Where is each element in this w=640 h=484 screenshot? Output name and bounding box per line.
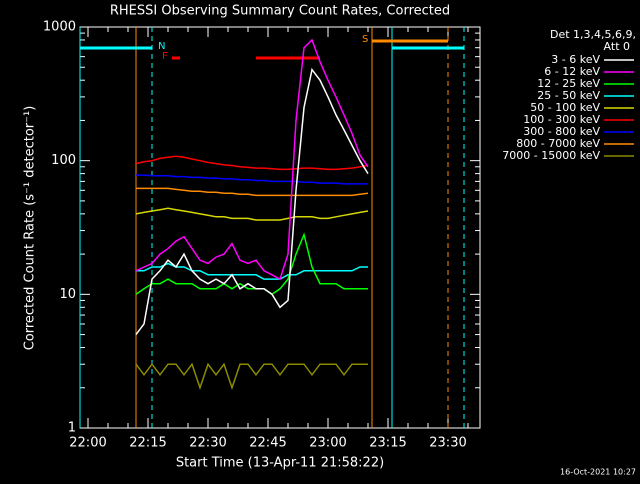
x-tick-label: 22:15	[129, 436, 166, 451]
series-line	[135, 207, 369, 221]
flag-label: F	[162, 51, 168, 62]
series-line	[136, 174, 368, 185]
series-line	[135, 232, 368, 296]
legend-label: 300 - 800 keV	[523, 125, 600, 138]
x-tick-label: 22:30	[189, 436, 226, 451]
series-line	[136, 187, 369, 197]
legend-label: 800 - 7000 keV	[516, 137, 600, 150]
legend-header: Det 1,3,4,5,6,9,	[550, 28, 636, 41]
x-axis-label: Start Time (13-Apr-11 21:58:22)	[176, 456, 384, 471]
legend-label: 12 - 25 keV	[537, 77, 600, 90]
y-tick-label: 1000	[43, 20, 76, 35]
x-tick-label: 23:30	[429, 436, 466, 451]
y-tick-label: 10	[59, 287, 76, 302]
state-label: N	[158, 41, 165, 52]
legend-label: 6 - 12 keV	[544, 65, 600, 78]
legend-header: Att 0	[604, 40, 630, 53]
legend-label: 50 - 100 keV	[530, 101, 600, 114]
series-line	[135, 67, 369, 336]
y-tick-label: 1	[68, 421, 76, 436]
y-tick-label: 100	[51, 153, 76, 168]
x-tick-label: 23:15	[369, 436, 406, 451]
legend-label: 25 - 50 keV	[537, 89, 600, 102]
legend-label: 7000 - 15000 keV	[502, 149, 600, 162]
plot-frame	[79, 26, 481, 429]
legend-label: 100 - 300 keV	[523, 113, 600, 126]
footer-date: 16-Oct-2021 10:27	[560, 468, 636, 477]
y-axis-label: Corrected Count Rate (s⁻¹ detector⁻¹)	[23, 106, 38, 351]
series-line	[135, 38, 369, 281]
x-tick-label: 22:45	[249, 436, 286, 451]
flag-label: S	[362, 34, 368, 45]
series-line	[135, 362, 368, 391]
chart-title: RHESSI Observing Summary Count Rates, Co…	[110, 4, 450, 19]
x-tick-label: 23:00	[309, 436, 346, 451]
series-line	[135, 155, 369, 171]
series-line	[136, 262, 368, 280]
x-tick-label: 22:00	[69, 436, 106, 451]
legend-label: 3 - 6 keV	[551, 53, 600, 66]
